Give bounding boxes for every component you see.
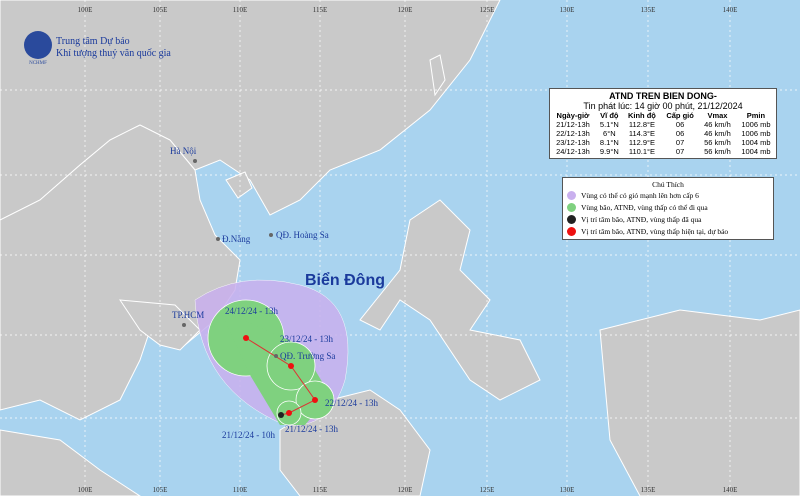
table-row: 24/12-13h 9.9°N 110.1°E 07 56 km/h 1004 mb <box>550 147 776 156</box>
info-subtitle: Tin phát lúc: 14 giờ 00 phút, 21/12/2024 <box>583 101 743 111</box>
table-cell: 1006 mb <box>741 129 771 138</box>
org-name: Khí tượng thuỷ văn quốc gia <box>56 48 171 59</box>
table-cell: 114.3°E <box>628 129 656 138</box>
table-cell: 07 <box>675 138 685 147</box>
legend-item: Vùng có thể có gió mạnh lên hơn cấp 6 <box>567 189 769 201</box>
place-label: QĐ. Trường Sa <box>280 351 335 361</box>
longitude-label: 125E <box>480 486 495 494</box>
place-label: Đ.Nẵng <box>222 234 251 244</box>
table-cell: 6°N <box>603 129 616 138</box>
column-header: Kinh độ <box>627 111 656 120</box>
place-label: QĐ. Hoàng Sa <box>276 230 329 240</box>
table-cell: 06 <box>675 120 685 129</box>
column-header: Ngày-giờ <box>556 111 590 120</box>
track-label: 23/12/24 - 13h <box>280 334 333 344</box>
table-cell: 1004 mb <box>741 138 771 147</box>
longitude-label: 130E <box>560 486 575 494</box>
longitude-label: 100E <box>78 486 93 494</box>
legend-title: Chú Thích <box>652 180 684 189</box>
legend-item: Vùng bão, ATNĐ, vùng thấp có thể đi qua <box>567 201 769 213</box>
table-cell: 1004 mb <box>741 147 771 156</box>
track-label: 21/12/24 - 13h <box>285 424 338 434</box>
longitude-label: 105E <box>153 486 168 494</box>
table-cell: 9.9°N <box>599 147 619 156</box>
column-header: Vĩ độ <box>600 111 619 120</box>
storm <box>194 279 349 426</box>
longitude-labels: 100E 100E 105E 105E 110E 110E 115E 115E 120E 120E… <box>78 6 738 494</box>
legend-text: Vùng có thể có gió mạnh lên hơn cấp 6 <box>581 190 699 200</box>
table-cell: 56 km/h <box>704 147 731 156</box>
info-title: ATND TREN BIEN DONG- <box>609 91 717 101</box>
column-header: Pmin <box>746 111 766 120</box>
org-name: Trung tâm Dự báo <box>56 36 130 47</box>
table-cell: 110.1°E <box>628 147 656 156</box>
table-cell: 06 <box>675 129 685 138</box>
longitude-label: 135E <box>641 6 656 14</box>
longitude-label: 120E <box>398 486 413 494</box>
table-row: 21/12-13h 5.1°N 112.8°E 06 46 km/h 1006 mb <box>550 120 776 129</box>
table-row: 23/12-13h 8.1°N 112.9°E 07 56 km/h 1004 mb <box>550 138 776 147</box>
table-cell: 22/12-13h <box>556 129 590 138</box>
longitude-label: 135E <box>641 486 656 494</box>
longitude-label: 140E <box>723 6 738 14</box>
legend-item: Vị trí tâm bão, ATNĐ, vùng thấp đã qua <box>567 213 769 225</box>
table-cell: 46 km/h <box>704 120 731 129</box>
track-label: 22/12/24 - 13h <box>325 398 378 408</box>
table-cell: 8.1°N <box>599 138 619 147</box>
table-cell: 21/12-13h <box>556 120 590 129</box>
table-cell: 23/12-13h <box>556 138 590 147</box>
longitude-label: 120E <box>398 6 413 14</box>
legend-text: Vùng bão, ATNĐ, vùng thấp có thể đi qua <box>581 202 708 212</box>
table-cell: 46 km/h <box>704 129 731 138</box>
place-label: Hà Nội <box>170 146 197 156</box>
legend: Chú Thích Vùng có thể có gió mạnh lên hơ… <box>562 177 774 240</box>
longitude-label: 110E <box>233 6 248 14</box>
table-cell: 112.8°E <box>628 120 656 129</box>
table-cell: 07 <box>675 147 685 156</box>
longitude-label: 100E <box>78 6 93 14</box>
info-table: Ngày-giờ Vĩ độ Kinh độ Cấp gió Vmax Pmin 21/12… <box>550 111 776 156</box>
info-box: ATND TREN BIEN DONG- Tin phát lúc: 14 gi… <box>549 88 777 159</box>
table-cell: 1006 mb <box>741 120 771 129</box>
table-cell: 24/12-13h <box>556 147 590 156</box>
longitude-label: 115E <box>313 486 328 494</box>
logo: NCHMF <box>24 31 52 66</box>
table-cell: 56 km/h <box>704 138 731 147</box>
logo-text: NCHMF <box>29 61 47 66</box>
place-markers <box>182 159 278 358</box>
legend-text: Vị trí tâm bão, ATNĐ, vùng thấp đã qua <box>581 214 702 224</box>
longitude-label: 125E <box>480 6 495 14</box>
longitude-label: 115E <box>313 6 328 14</box>
table-cell: 112.9°E <box>628 138 656 147</box>
longitude-label: 110E <box>233 486 248 494</box>
column-header: Cấp gió <box>666 111 694 120</box>
longitude-label: 130E <box>560 6 575 14</box>
sea-label: Biển Đông <box>305 271 385 289</box>
longitude-label: 105E <box>153 6 168 14</box>
table-row: 22/12-13h 6°N 114.3°E 06 46 km/h 1006 mb <box>550 129 776 138</box>
track-label: 21/12/24 - 10h <box>222 430 275 440</box>
column-header: Vmax <box>707 111 728 120</box>
legend-item: Vị trí tâm bão, ATNĐ, vùng thấp hiện tại… <box>567 225 769 237</box>
legend-text: Vị trí tâm bão, ATNĐ, vùng thấp hiện tại… <box>581 226 729 236</box>
longitude-label: 140E <box>723 486 738 494</box>
place-label: TP.HCM <box>172 310 204 320</box>
track-label: 24/12/24 - 13h <box>225 306 278 316</box>
table-cell: 5.1°N <box>599 120 619 129</box>
